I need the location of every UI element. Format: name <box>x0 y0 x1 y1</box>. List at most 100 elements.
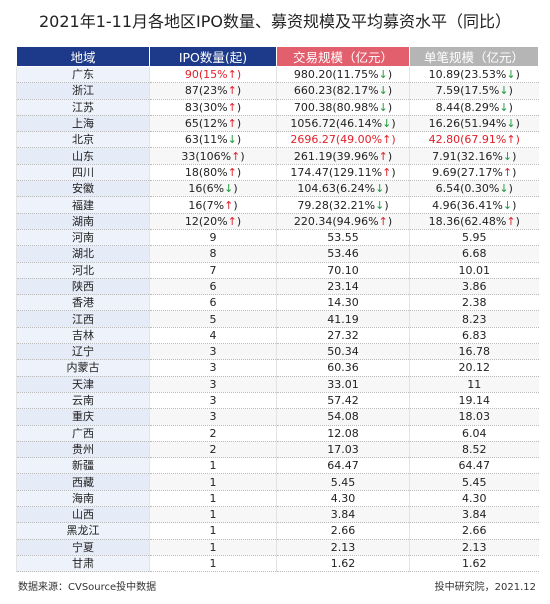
column-header: IPO数量(起) <box>149 46 277 67</box>
cell: 山西 <box>16 506 150 524</box>
cell: 1 <box>149 539 277 556</box>
table-row: 广东 90(15%↑) 980.20(11.75%↓) 10.89(23.53%↓) <box>16 66 539 84</box>
cell: 6.68 <box>409 245 539 263</box>
table-row: 新疆 1 64.47 64.47 <box>16 457 539 475</box>
cell: 7.59(17.5%↓) <box>409 82 539 100</box>
cell: 3 <box>149 408 277 426</box>
cell: 3.84 <box>409 506 539 524</box>
table-row: 湖南 12(20%↑) 220.34(94.96%↑) 18.36(62.48%↑) <box>16 213 539 230</box>
cell: 湖北 <box>16 245 150 263</box>
cell: 1 <box>149 473 277 491</box>
cell: 2.13 <box>276 539 410 556</box>
cell: 4 <box>149 327 277 345</box>
cell: 4.30 <box>276 490 410 508</box>
cell: 57.42 <box>276 392 410 410</box>
cell: 广西 <box>16 425 150 442</box>
cell: 1056.72(46.14%↓) <box>276 115 410 133</box>
header-row: 地域 IPO数量(起) 交易规模（亿元） 单笔规模（亿元） <box>16 46 539 67</box>
credit: 投中研究院，2021.12 <box>434 582 536 593</box>
cell: 1 <box>149 522 277 540</box>
cell: 54.08 <box>276 408 410 426</box>
cell: 6 <box>149 278 277 296</box>
cell: 2 <box>149 425 277 442</box>
table-row: 海南 1 4.30 4.30 <box>16 490 539 508</box>
table-row: 陕西 6 23.14 3.86 <box>16 278 539 296</box>
cell: 4.30 <box>409 490 539 508</box>
table-row: 江西 5 41.19 8.23 <box>16 310 539 328</box>
cell: 261.19(39.96%↑) <box>276 147 410 165</box>
cell: 8.52 <box>409 441 539 459</box>
table-row: 吉林 4 27.32 6.83 <box>16 327 539 345</box>
cell: 8.23 <box>409 310 539 328</box>
table-row: 四川 18(80%↑) 174.47(129.11%↑) 9.69(27.17%↑) <box>16 164 539 182</box>
cell: 西藏 <box>16 473 150 491</box>
cell: 64.47 <box>276 457 410 475</box>
cell: 3.84 <box>276 506 410 524</box>
table-row: 上海 65(12%↑) 1056.72(46.14%↓) 16.26(51.94%↓) <box>16 115 539 133</box>
cell: 浙江 <box>16 82 150 100</box>
cell: 云南 <box>16 392 150 410</box>
cell: 4.96(36.41%↓) <box>409 196 539 214</box>
cell: 新疆 <box>16 457 150 475</box>
cell: 42.80(67.91%↑) <box>409 131 539 149</box>
cell: 23.14 <box>276 278 410 296</box>
cell: 83(30%↑) <box>149 99 277 116</box>
cell: 41.19 <box>276 310 410 328</box>
cell: 香港 <box>16 294 150 312</box>
cell: 1 <box>149 555 277 573</box>
cell: 海南 <box>16 490 150 508</box>
cell: 5 <box>149 310 277 328</box>
cell: 6 <box>149 294 277 312</box>
cell: 660.23(82.17%↓) <box>276 82 410 100</box>
cell: 内蒙古 <box>16 359 150 377</box>
cell: 12.08 <box>276 425 410 442</box>
table-row: 福建 16(7%↑) 79.28(32.21%↓) 4.96(36.41%↓) <box>16 196 539 214</box>
cell: 四川 <box>16 164 150 182</box>
cell: 5.45 <box>276 473 410 491</box>
cell: 104.63(6.24%↓) <box>276 180 410 198</box>
cell: 63(11%↓) <box>149 131 277 149</box>
cell: 980.20(11.75%↓) <box>276 66 410 84</box>
cell: 53.46 <box>276 245 410 263</box>
cell: 贵州 <box>16 441 150 459</box>
cell: 17.03 <box>276 441 410 459</box>
cell: 10.01 <box>409 262 539 279</box>
cell: 1 <box>149 457 277 475</box>
cell: 陕西 <box>16 278 150 296</box>
cell: 8 <box>149 245 277 263</box>
cell: 14.30 <box>276 294 410 312</box>
cell: 3.86 <box>409 278 539 296</box>
table-row: 广西 2 12.08 6.04 <box>16 425 539 442</box>
column-header: 单笔规模（亿元） <box>409 46 539 67</box>
cell: 8.44(8.29%↓) <box>409 99 539 116</box>
table-row: 河南 9 53.55 5.95 <box>16 229 539 247</box>
cell: 重庆 <box>16 408 150 426</box>
cell: 70.10 <box>276 262 410 279</box>
cell: 1 <box>149 506 277 524</box>
cell: 福建 <box>16 196 150 214</box>
cell: 16.26(51.94%↓) <box>409 115 539 133</box>
cell: 10.89(23.53%↓) <box>409 66 539 84</box>
cell: 60.36 <box>276 359 410 377</box>
cell: 50.34 <box>276 343 410 361</box>
cell: 65(12%↑) <box>149 115 277 133</box>
cell: 辽宁 <box>16 343 150 361</box>
cell: 2.66 <box>409 522 539 540</box>
cell: 33.01 <box>276 376 410 393</box>
cell: 700.38(80.98%↓) <box>276 99 410 116</box>
table-body: 广东 90(15%↑) 980.20(11.75%↓) 10.89(23.53%↓) 浙… <box>16 66 539 573</box>
cell: 山东 <box>16 147 150 165</box>
cell: 7 <box>149 262 277 279</box>
table-row: 重庆 3 54.08 18.03 <box>16 408 539 426</box>
cell: 174.47(129.11%↑) <box>276 164 410 182</box>
cell: 3 <box>149 343 277 361</box>
cell: 2 <box>149 441 277 459</box>
cell: 1 <box>149 490 277 508</box>
cell: 33(106%↑) <box>149 147 277 165</box>
cell: 3 <box>149 392 277 410</box>
cell: 6.54(0.30%↓) <box>409 180 539 198</box>
table: 地域 IPO数量(起) 交易规模（亿元） 单笔规模（亿元） 广东 90(15%↑) 980… <box>16 46 539 573</box>
cell: 江苏 <box>16 99 150 116</box>
column-header: 交易规模（亿元） <box>276 46 410 67</box>
table-row: 河北 7 70.10 10.01 <box>16 262 539 279</box>
